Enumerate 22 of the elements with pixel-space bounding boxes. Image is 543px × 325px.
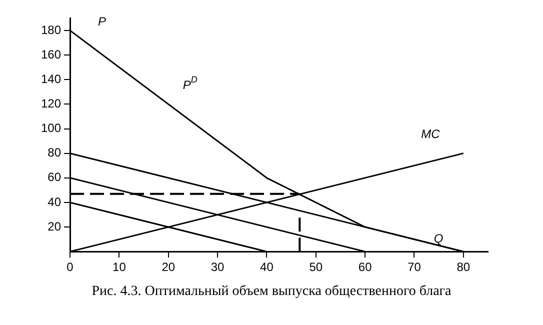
x-tick-label: 50 bbox=[309, 260, 323, 274]
y-tick-label: 180 bbox=[40, 22, 62, 37]
y-axis-title: P bbox=[98, 14, 106, 29]
x-tick-label: 60 bbox=[358, 260, 372, 274]
y-tick-label: 40 bbox=[48, 194, 62, 209]
x-tick-label: 70 bbox=[408, 260, 422, 274]
series-label: MC bbox=[421, 127, 440, 142]
y-tick-label: 140 bbox=[40, 72, 62, 86]
x-tick-label: 40 bbox=[260, 260, 274, 274]
x-tick-label: 10 bbox=[112, 260, 126, 274]
y-tick-label: 160 bbox=[40, 47, 62, 62]
y-tick-label: 100 bbox=[40, 121, 62, 136]
y-tick-label: 80 bbox=[48, 146, 62, 160]
x-axis-title: Q bbox=[434, 232, 444, 246]
y-tick-label: 20 bbox=[48, 219, 62, 234]
text: Рис. 4.3. Оптимальный объем выпуска общественного блага bbox=[90, 284, 452, 300]
x-tick-label: 30 bbox=[210, 260, 225, 274]
y-tick-label: 120 bbox=[40, 96, 62, 110]
x-tick-label: 0 bbox=[66, 260, 74, 274]
x-tick-label: 80 bbox=[456, 260, 470, 274]
y-tick-label: 60 bbox=[48, 170, 62, 184]
x-tick-label: 20 bbox=[162, 260, 176, 274]
